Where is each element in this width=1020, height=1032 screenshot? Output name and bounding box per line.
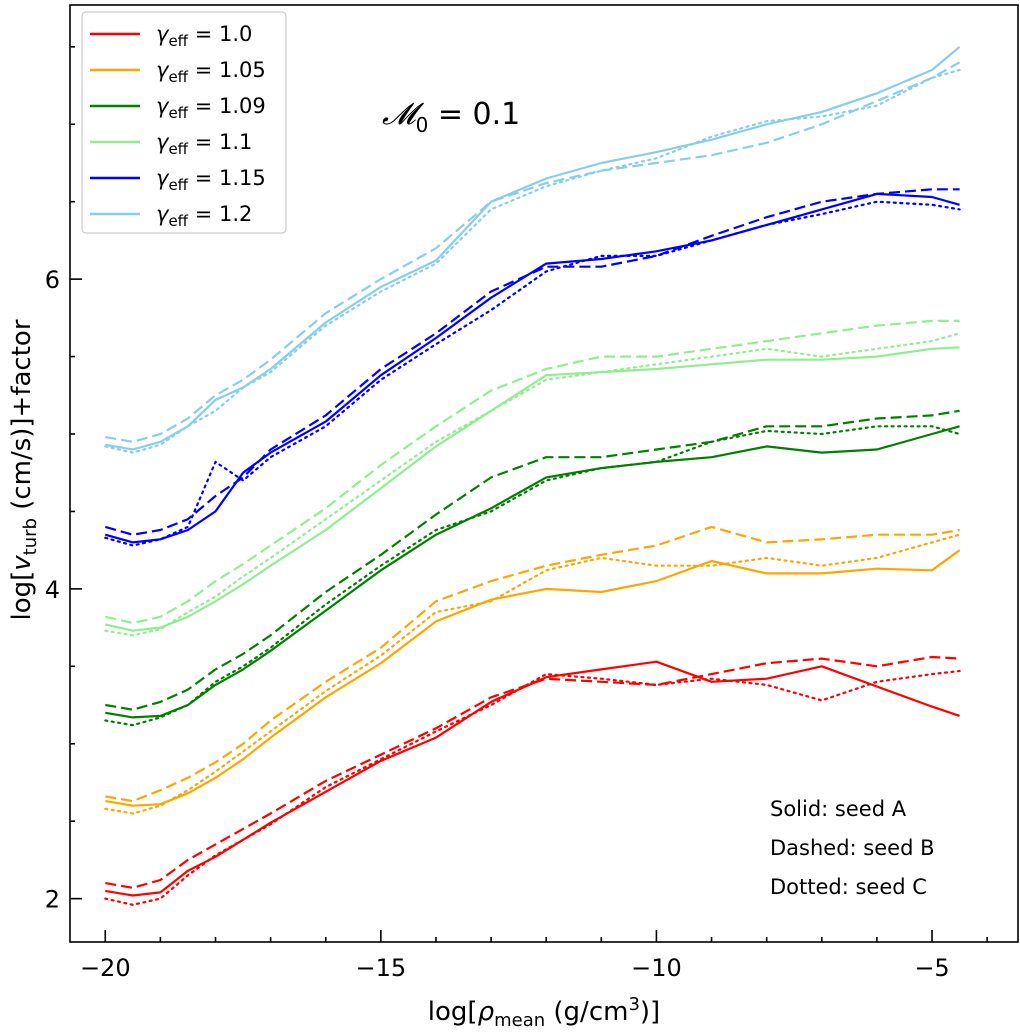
series-line-gamma-0-seed-C-dotted	[104, 669, 961, 906]
y-axis-label: log[vturb (cm/s)]+factor	[7, 319, 41, 620]
y-tick-label: 2	[45, 886, 60, 914]
x-tick-label: −15	[356, 954, 407, 982]
style-note-dotted: Dotted: seed C	[770, 875, 927, 899]
series-line-gamma-0-seed-B-dashed	[105, 655, 960, 889]
legend-label: γeff = 1.1	[156, 130, 252, 158]
legend-item: γeff = 1.09	[90, 94, 266, 122]
x-axis-label: log[ρmean (g/cm3)]	[428, 994, 660, 1031]
series-line-gamma-1-seed-A-solid	[105, 549, 961, 807]
series-line-gamma-5-seed-A-solid	[105, 45, 961, 451]
mach-annotation: 𝓜0 = 0.1	[382, 97, 520, 137]
y-tick-label: 6	[45, 266, 60, 294]
series-layer	[104, 45, 961, 906]
series-line-gamma-3-seed-A-solid	[105, 346, 960, 632]
legend-item: γeff = 1.05	[90, 58, 266, 86]
y-tick-label: 4	[45, 576, 60, 604]
x-tick-label: −5	[914, 954, 949, 982]
series-line-gamma-5-seed-C-dotted	[104, 68, 961, 454]
legend-item: γeff = 1.2	[90, 202, 252, 230]
series-line-gamma-2-seed-C-dotted	[104, 425, 961, 727]
legend-label: γeff = 1.2	[156, 202, 252, 230]
series-line-gamma-1-seed-B-dashed	[105, 525, 960, 803]
style-note-solid: Solid: seed A	[770, 797, 907, 821]
x-tick-label: −20	[80, 954, 131, 982]
legend-item: γeff = 1.15	[90, 166, 266, 194]
legend: γeff = 1.0 γeff = 1.05 γeff = 1.09 γeff = 1…	[81, 11, 287, 234]
series-line-gamma-1-seed-C-dotted	[104, 533, 961, 815]
series-line-gamma-4-seed-C-dotted	[104, 200, 961, 547]
legend-label: γeff = 1.15	[156, 166, 266, 194]
plot-frame	[69, 4, 1019, 943]
style-note-dashed: Dashed: seed B	[770, 836, 934, 860]
series-line-gamma-5-seed-B-dashed	[105, 61, 961, 443]
legend-label: γeff = 1.0	[156, 22, 252, 50]
x-tick-label: −10	[631, 954, 682, 982]
series-line-gamma-0-seed-A-solid	[105, 660, 960, 897]
series-line-gamma-2-seed-B-dashed	[105, 409, 960, 711]
series-line-gamma-4-seed-B-dashed	[104, 188, 960, 536]
series-line-gamma-3-seed-C-dotted	[104, 332, 961, 637]
legend-item: γeff = 1.0	[90, 22, 252, 50]
ticks-layer: −20 −15 −10 −5 2 4 6	[45, 46, 988, 982]
legend-label: γeff = 1.05	[156, 58, 266, 86]
series-line-gamma-3-seed-B-dashed	[105, 319, 960, 625]
series-line-gamma-4-seed-A-solid	[105, 192, 960, 544]
legend-label: γeff = 1.09	[156, 94, 266, 122]
legend-item: γeff = 1.1	[90, 130, 252, 158]
